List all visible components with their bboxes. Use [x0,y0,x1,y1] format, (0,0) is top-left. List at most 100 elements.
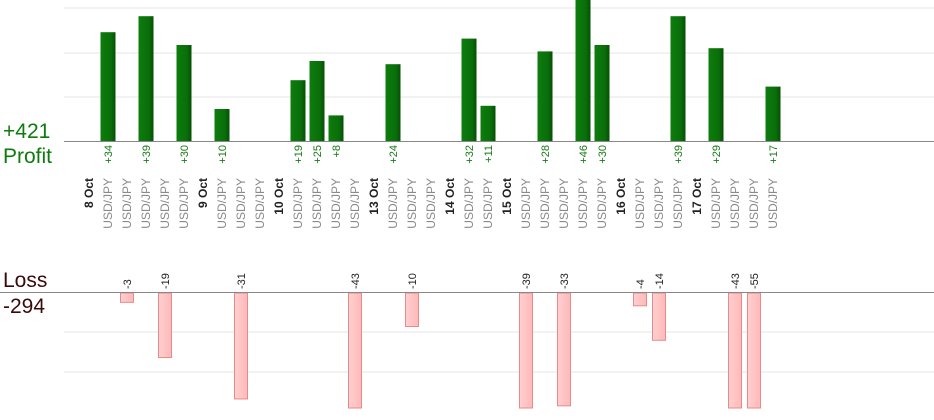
profit-value-label: +46 [578,145,590,164]
loss-value-label: -55 [749,273,761,289]
pair-label: USD/JPY [671,178,685,229]
pair-label: USD/JPY [348,178,362,229]
gridlines [64,7,934,373]
loss-bar [348,292,362,409]
profit-bar [290,80,306,141]
loss-bar [652,292,666,341]
pair-label: USD/JPY [234,178,248,229]
pair-label: USD/JPY [177,178,191,229]
profit-bar [461,38,477,141]
pair-label: USD/JPY [557,178,571,229]
profit-value-label: +34 [103,145,115,164]
profit-bar [328,115,344,141]
profit-value-label: +30 [179,145,191,164]
profit-bar [100,32,116,142]
pair-label: USD/JPY [766,178,780,229]
profit-bar [214,109,230,141]
profit-bar [309,61,325,141]
profit-value-label: +25 [312,145,324,164]
loss-value-label: -43 [350,273,362,289]
pair-label: USD/JPY [215,178,229,229]
profit-total: +421 [3,120,51,143]
pair-label: USD/JPY [253,178,267,229]
profit-label: Profit [3,145,53,168]
profit-bar [575,0,591,141]
loss-value-label: -43 [730,273,742,289]
date-label: 14 Oct [443,178,457,215]
labels: 8 Oct USD/JPY +34 USD/JPY -3 USD/JPY +39 USD/JP… [82,145,780,289]
profit-value-label: +39 [141,145,153,164]
loss-bar [120,292,134,303]
profit-bar [708,48,724,142]
loss-value-label: -14 [654,273,666,289]
date-label: 17 Oct [690,178,704,215]
loss-bar [728,292,742,409]
loss-label: Loss [3,269,48,292]
profit-value-label: +10 [217,145,229,164]
profit-value-label: +11 [483,145,495,163]
profit-value-label: +29 [711,145,723,164]
date-label: 9 Oct [196,178,210,208]
pair-label: USD/JPY [747,178,761,229]
date-label: 15 Oct [500,178,514,215]
date-label: 10 Oct [272,178,286,215]
profit-bar [480,105,496,141]
pair-label: USD/JPY [158,178,172,229]
profit-bar [385,64,401,141]
profit-bars [100,0,781,142]
date-label: 16 Oct [614,178,628,215]
profit-value-label: +17 [768,145,780,164]
profit-value-label: +19 [293,145,305,164]
profit-bar [537,51,553,141]
pair-label: USD/JPY [329,178,343,229]
pair-label: USD/JPY [709,178,723,229]
loss-bar [633,292,647,307]
loss-bar [405,292,419,327]
loss-total: -294 [3,295,46,318]
profit-bar [176,45,192,141]
pair-label: USD/JPY [386,178,400,229]
loss-value-label: -31 [236,273,248,289]
profit-value-label: +28 [540,145,552,164]
loss-bar [234,292,248,400]
profit-bar [138,16,154,142]
pair-label: USD/JPY [538,178,552,229]
pair-label: USD/JPY [595,178,609,229]
profit-value-label: +24 [388,145,400,164]
pair-label: USD/JPY [652,178,666,229]
axes [0,141,934,293]
profit-value-label: +8 [331,145,343,158]
loss-value-label: -10 [407,273,419,289]
profit-bar [594,45,610,141]
loss-bar [158,292,172,359]
date-label: 8 Oct [82,178,96,208]
profit-bar [670,16,686,142]
date-label: 13 Oct [367,178,381,215]
loss-value-label: -33 [559,273,571,289]
loss-bar [557,292,571,407]
pair-label: USD/JPY [728,178,742,229]
loss-bar [747,292,761,409]
profit-bar [765,86,781,141]
pair-label: USD/JPY [424,178,438,229]
pair-label: USD/JPY [291,178,305,229]
loss-value-label: -3 [122,279,134,289]
pair-label: USD/JPY [139,178,153,229]
pair-label: USD/JPY [120,178,134,229]
loss-bars [120,292,761,409]
pair-label: USD/JPY [519,178,533,229]
pair-label: USD/JPY [633,178,647,229]
pair-label: USD/JPY [405,178,419,229]
pair-label: USD/JPY [310,178,324,229]
pair-label: USD/JPY [462,178,476,229]
loss-value-label: -39 [521,273,533,289]
pair-label: USD/JPY [101,178,115,229]
profit-value-label: +32 [464,145,476,164]
pair-label: USD/JPY [576,178,590,229]
profit-value-label: +30 [597,145,609,164]
pair-label: USD/JPY [481,178,495,229]
loss-bar [519,292,533,409]
profit-value-label: +39 [673,145,685,164]
loss-value-label: -4 [635,279,647,289]
